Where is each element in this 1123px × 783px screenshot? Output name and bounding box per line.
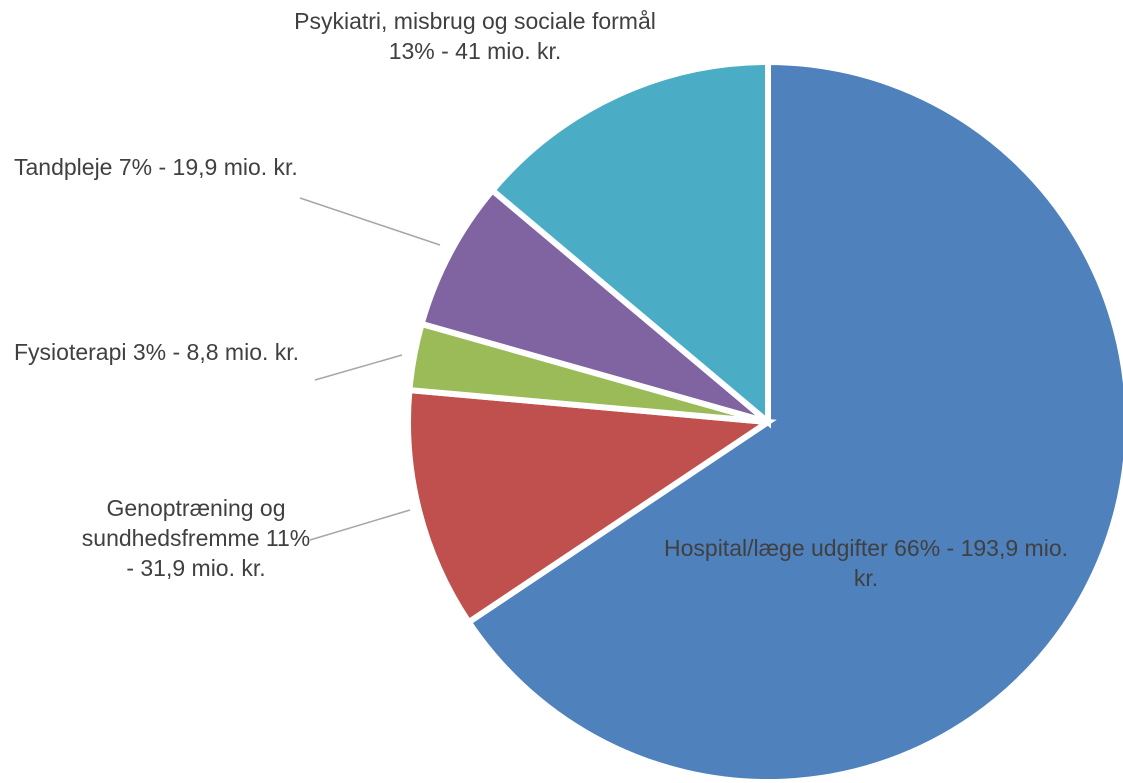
value-label: 66% - 193,9 mio. kr. (853, 535, 1068, 591)
value-label: 7% - 19,9 mio. kr. (118, 154, 298, 180)
slice-label: Genoptræning og sundhedsfremme 11% - 31,… (76, 493, 316, 583)
category-name: Genoptræning og sundhedsfremme (81, 495, 286, 551)
slice-label: Hospital/læge udgifter 66% - 193,9 mio. … (656, 533, 1076, 593)
slice-label: Tandpleje 7% - 19,9 mio. kr. (14, 152, 414, 182)
category-name: Hospital/læge udgifter (664, 535, 888, 561)
category-name: Psykiatri, misbrug og sociale formål (294, 8, 656, 34)
leader-line (299, 197, 441, 246)
pie-slice (405, 386, 777, 627)
pie-slice (464, 58, 1123, 783)
category-name: Tandpleje (14, 154, 113, 180)
value-label: 11% - 31,9 mio. kr. (126, 525, 311, 581)
leader-line (309, 509, 411, 541)
category-name: Fysioterapi (14, 339, 127, 365)
slice-label: Psykiatri, misbrug og sociale formål 13%… (275, 6, 675, 66)
pie-slice (488, 58, 771, 429)
pie-slice (417, 186, 770, 425)
slice-label: Fysioterapi 3% - 8,8 mio. kr. (14, 337, 414, 367)
leader-line (314, 354, 403, 381)
value-label: 3% - 8,8 mio. kr. (132, 339, 300, 365)
value-label: 13% - 41 mio. kr. (388, 38, 562, 64)
pie (405, 58, 1123, 783)
